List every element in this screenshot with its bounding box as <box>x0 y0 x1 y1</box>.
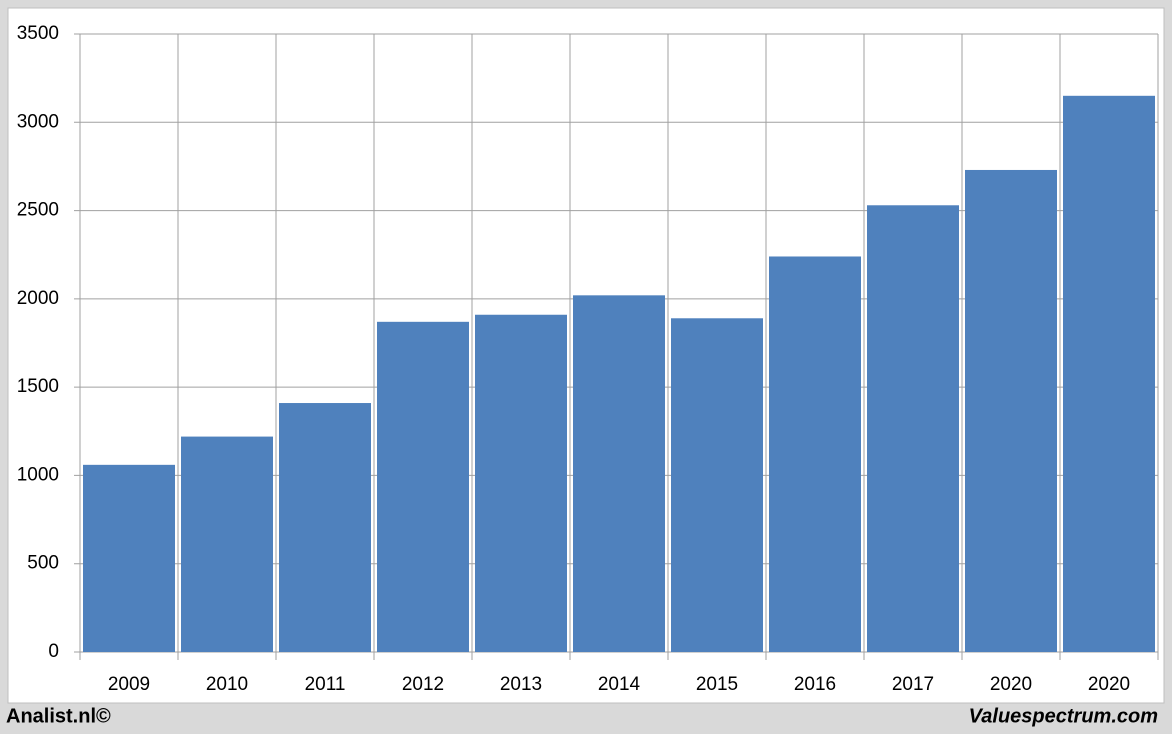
footer-left: Analist.nl© <box>6 705 111 727</box>
bar <box>769 256 861 652</box>
bar <box>573 295 665 652</box>
bar <box>1063 95 1155 653</box>
x-tick-label: 2015 <box>696 674 738 695</box>
y-tick-label: 2500 <box>17 200 59 221</box>
x-tick-label: 2020 <box>990 674 1032 695</box>
bar <box>475 314 567 652</box>
footer-right: Valuespectrum.com <box>969 705 1158 727</box>
bar <box>279 403 371 652</box>
y-tick-label: 0 <box>48 641 59 662</box>
y-tick-label: 1000 <box>17 464 59 485</box>
x-tick-label: 2012 <box>402 674 444 695</box>
bar <box>83 464 175 652</box>
x-tick-label: 2017 <box>892 674 934 695</box>
bar <box>965 169 1057 652</box>
y-tick-label: 3500 <box>17 23 59 44</box>
y-tick-label: 3000 <box>17 111 59 132</box>
bar <box>377 321 469 652</box>
y-tick-label: 2000 <box>17 288 59 309</box>
bar <box>867 205 959 652</box>
x-tick-label: 2009 <box>108 674 150 695</box>
x-tick-label: 2020 <box>1088 674 1130 695</box>
x-tick-label: 2011 <box>305 674 346 695</box>
x-tick-label: 2014 <box>598 674 641 695</box>
x-tick-label: 2013 <box>500 674 542 695</box>
bar <box>181 436 273 652</box>
bar <box>671 318 763 652</box>
x-tick-label: 2016 <box>794 674 836 695</box>
y-tick-label: 1500 <box>17 376 59 397</box>
x-tick-label: 2010 <box>206 674 248 695</box>
y-tick-label: 500 <box>27 553 59 574</box>
